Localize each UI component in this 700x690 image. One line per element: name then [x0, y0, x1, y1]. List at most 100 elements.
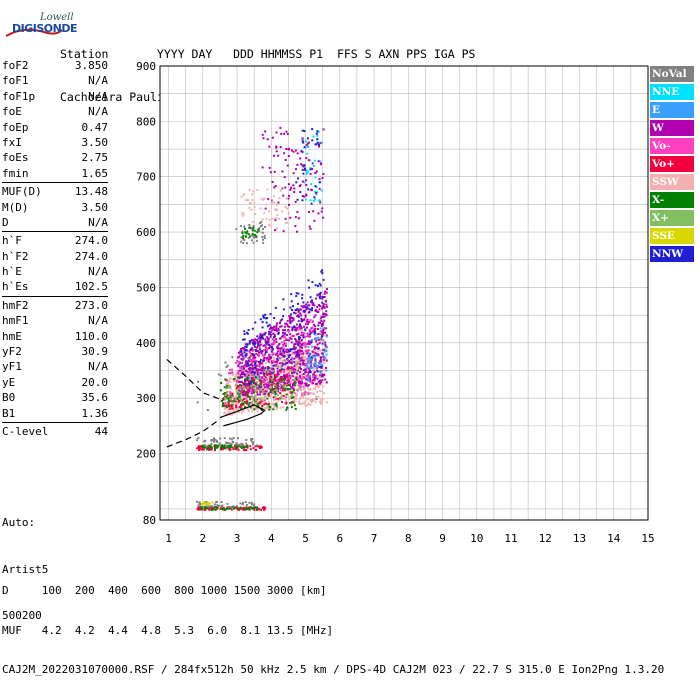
- echo-point: [265, 357, 268, 360]
- echo-point: [244, 355, 247, 358]
- echo-point: [324, 366, 327, 369]
- echo-point: [286, 338, 289, 341]
- echo-point: [244, 343, 247, 346]
- echo-point: [263, 508, 266, 511]
- echo-point: [231, 413, 234, 416]
- echo-point: [325, 291, 328, 294]
- echo-point: [221, 405, 224, 408]
- echo-point: [323, 326, 326, 329]
- echo-point: [267, 387, 270, 390]
- echo-point: [305, 194, 308, 197]
- echo-point: [250, 208, 253, 211]
- echo-point: [265, 387, 268, 390]
- legend-item-ssw: SSW: [650, 174, 694, 190]
- echo-point: [256, 393, 259, 396]
- echo-point: [287, 382, 290, 385]
- echo-point: [319, 201, 322, 204]
- echo-point: [196, 500, 199, 503]
- echo-point: [319, 162, 322, 165]
- echo-point: [268, 361, 271, 364]
- echo-point: [254, 342, 257, 345]
- echo-point: [222, 508, 225, 511]
- echo-point: [320, 381, 323, 384]
- echo-point: [289, 367, 292, 370]
- echo-point: [254, 364, 257, 367]
- echo-point: [221, 402, 224, 405]
- param-value: 274.0: [74, 249, 108, 263]
- echo-point: [234, 361, 237, 364]
- echo-point: [241, 375, 244, 378]
- echo-point: [305, 173, 308, 176]
- echo-point: [251, 347, 254, 350]
- echo-point: [325, 369, 328, 372]
- echo-point: [247, 384, 250, 387]
- echo-point: [223, 386, 226, 389]
- echo-point: [313, 304, 316, 307]
- echo-point: [257, 337, 260, 340]
- echo-point: [280, 325, 283, 328]
- echo-point: [294, 326, 297, 329]
- echo-point: [270, 350, 273, 353]
- echo-point: [216, 504, 219, 507]
- echo-point: [271, 391, 274, 394]
- echo-point: [262, 314, 265, 317]
- echo-point: [226, 502, 229, 505]
- echo-point: [311, 366, 314, 369]
- echo-point: [243, 347, 246, 350]
- echo-point: [313, 219, 316, 222]
- echo-point: [240, 411, 243, 414]
- echo-point: [272, 408, 275, 411]
- echo-point: [263, 344, 266, 347]
- echo-point: [285, 337, 288, 340]
- echo-point: [202, 506, 205, 509]
- echo-point: [228, 390, 231, 393]
- legend-item-vo: Vo-: [650, 138, 694, 154]
- echo-point: [252, 353, 255, 356]
- echo-point: [319, 340, 322, 343]
- echo-point: [213, 503, 216, 506]
- echo-point: [314, 384, 317, 387]
- echo-point: [281, 362, 284, 365]
- echo-point: [219, 448, 222, 451]
- echo-point: [297, 380, 300, 383]
- echo-point: [263, 372, 266, 375]
- echo-point: [290, 348, 293, 351]
- echo-point: [239, 350, 242, 353]
- echo-point: [301, 343, 304, 346]
- echo-point: [224, 402, 227, 405]
- echo-point: [319, 321, 322, 324]
- echo-point: [251, 386, 254, 389]
- param-name: hmF2: [2, 298, 29, 312]
- echo-point: [323, 295, 326, 298]
- echo-point: [223, 411, 226, 414]
- echo-point: [250, 404, 253, 407]
- echo-point: [258, 375, 261, 378]
- echo-point: [229, 381, 232, 384]
- echo-point: [322, 278, 325, 281]
- echo-point: [292, 396, 295, 399]
- echo-point: [273, 384, 276, 387]
- echo-point: [242, 391, 245, 394]
- echo-point: [288, 315, 291, 318]
- echo-point: [255, 401, 258, 404]
- echo-point: [225, 386, 228, 389]
- echo-point: [322, 321, 325, 324]
- y-tick-label: 600: [136, 226, 156, 239]
- echo-point: [259, 207, 262, 210]
- echo-point: [244, 199, 247, 202]
- echo-point: [301, 346, 304, 349]
- echo-point: [315, 337, 318, 340]
- echo-point: [305, 321, 308, 324]
- echo-point: [253, 374, 256, 377]
- echo-point: [278, 357, 281, 360]
- echo-point: [297, 400, 300, 403]
- param-value: N/A: [88, 74, 108, 88]
- echo-point: [309, 399, 312, 402]
- echo-point: [227, 382, 230, 385]
- echo-point: [265, 203, 268, 206]
- echo-point: [299, 384, 302, 387]
- echo-point: [318, 389, 321, 392]
- echo-point: [280, 350, 283, 353]
- echo-point: [260, 367, 263, 370]
- echo-point: [288, 148, 291, 151]
